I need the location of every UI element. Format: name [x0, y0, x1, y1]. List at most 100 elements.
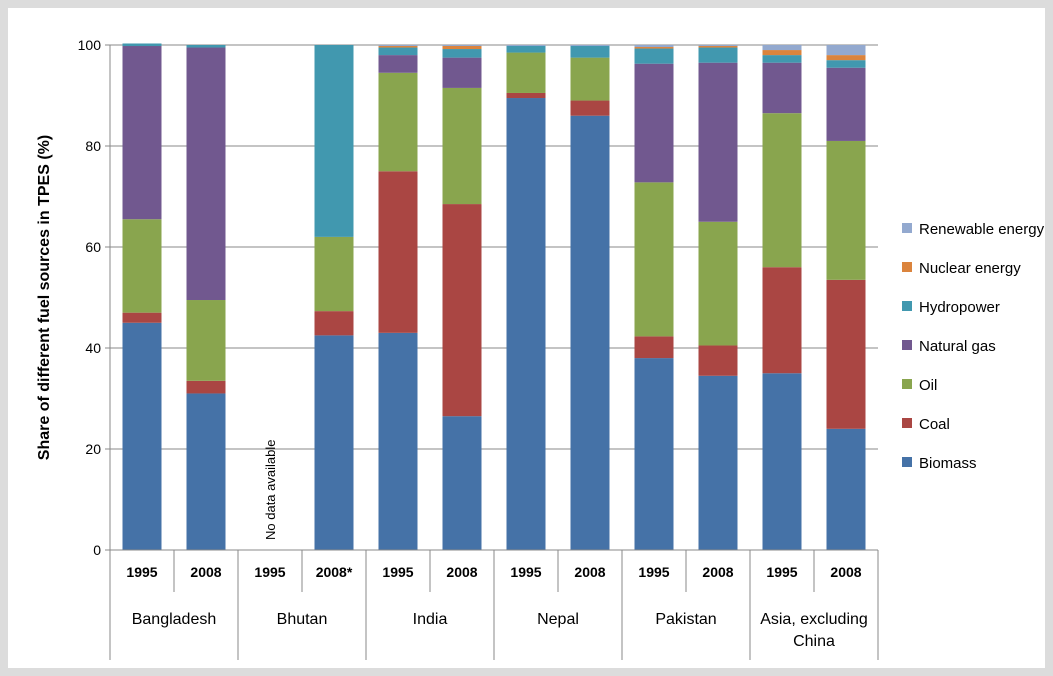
bar-oil-6 — [506, 52, 546, 93]
bar-oil-3 — [314, 236, 354, 312]
bar-natural-gas-11 — [826, 67, 866, 141]
category-label-10: 1995 — [766, 564, 797, 580]
bar-biomass-10 — [762, 373, 802, 550]
group-label-line: China — [793, 633, 835, 650]
group-label-line: Pakistan — [655, 611, 716, 628]
legend-swatch-hydropower — [902, 301, 912, 311]
bar-natural-gas-8 — [634, 63, 674, 183]
bar-oil-5 — [442, 87, 482, 205]
bar-coal-9 — [698, 345, 738, 376]
legend-swatch-nuclear-energy — [902, 262, 912, 272]
legend-label-oil: Oil — [919, 377, 937, 394]
legend-label-coal: Coal — [919, 416, 950, 433]
annotation-no-data: No data available — [263, 440, 278, 540]
bar-hydropower-11 — [826, 60, 866, 68]
group-label-line: India — [413, 611, 448, 628]
bar-nuclear-energy-9 — [698, 46, 738, 48]
bar-biomass-6 — [506, 98, 546, 551]
bar-coal-8 — [634, 336, 674, 359]
category-label-1: 2008 — [190, 564, 221, 580]
bar-biomass-11 — [826, 428, 866, 550]
bar-hydropower-0 — [122, 43, 162, 47]
bar-coal-10 — [762, 267, 802, 374]
bar-oil-8 — [634, 182, 674, 337]
bar-oil-4 — [378, 72, 418, 172]
bar-oil-11 — [826, 140, 866, 280]
bar-renewable-energy-8 — [634, 45, 674, 48]
group-label-line: Bhutan — [277, 611, 328, 628]
bar-biomass-4 — [378, 332, 418, 550]
legend-label-nuclear-energy: Nuclear energy — [919, 260, 1021, 277]
legend-swatch-natural-gas — [902, 340, 912, 350]
y-tick-label-0: 0 — [93, 542, 101, 558]
category-label-2: 1995 — [254, 564, 285, 580]
category-label-11: 2008 — [830, 564, 861, 580]
stacked-bar-chart: 0 20 40 60 80 100 Share of different fuel sour… — [36, 37, 1045, 660]
bar-coal-5 — [442, 204, 482, 417]
bar-biomass-9 — [698, 375, 738, 550]
category-label-6: 1995 — [510, 564, 541, 580]
bar-nuclear-energy-11 — [826, 55, 866, 61]
group-label-5: Asia, excluding China — [760, 611, 868, 650]
bar-hydropower-1 — [186, 45, 226, 48]
group-label-line: Bangladesh — [132, 611, 217, 628]
bar-hydropower-6 — [506, 46, 546, 53]
bar-natural-gas-5 — [442, 57, 482, 88]
bar-biomass-8 — [634, 358, 674, 550]
bar-coal-11 — [826, 279, 866, 429]
category-label-4: 1995 — [382, 564, 413, 580]
bar-biomass-5 — [442, 416, 482, 550]
bar-hydropower-9 — [698, 47, 738, 63]
bar-renewable-energy-5 — [442, 45, 482, 47]
category-label-0: 1995 — [126, 564, 157, 580]
bar-natural-gas-0 — [122, 46, 162, 220]
group-label-1: Bhutan — [277, 611, 328, 628]
bar-coal-1 — [186, 380, 226, 394]
bar-nuclear-energy-4 — [378, 46, 418, 48]
y-tick-label-1: 20 — [85, 441, 101, 457]
group-label-2: India — [413, 611, 448, 628]
bar-oil-9 — [698, 221, 738, 346]
category-label-9: 2008 — [702, 564, 733, 580]
bar-hydropower-3 — [314, 45, 354, 237]
legend-swatch-coal — [902, 418, 912, 428]
group-label-line: Asia, excluding — [760, 611, 868, 628]
bar-natural-gas-10 — [762, 62, 802, 114]
bar-natural-gas-9 — [698, 62, 738, 222]
legend-swatch-renewable-energy — [902, 223, 912, 233]
bar-biomass-1 — [186, 393, 226, 550]
legend-label-natural-gas: Natural gas — [919, 338, 996, 355]
bar-renewable-energy-4 — [378, 45, 418, 47]
group-label-3: Nepal — [537, 611, 579, 628]
bar-nuclear-energy-8 — [634, 47, 674, 49]
y-axis-title: Share of different fuel sources in TPES … — [36, 135, 53, 460]
y-tick-label-2: 40 — [85, 340, 101, 356]
bar-renewable-energy-9 — [698, 45, 738, 47]
category-label-8: 1995 — [638, 564, 669, 580]
bar-renewable-energy-6 — [506, 45, 546, 47]
bar-nuclear-energy-10 — [762, 50, 802, 56]
bar-oil-0 — [122, 219, 162, 313]
group-label-0: Bangladesh — [132, 611, 217, 628]
group-label-4: Pakistan — [655, 611, 716, 628]
bar-hydropower-8 — [634, 48, 674, 64]
bar-biomass-3 — [314, 335, 354, 550]
chart-frame: 0 20 40 60 80 100 Share of different fuel sour… — [8, 8, 1045, 668]
bar-biomass-7 — [570, 115, 610, 550]
category-label-3: 2008* — [316, 564, 353, 580]
bar-coal-4 — [378, 171, 418, 333]
bar-hydropower-4 — [378, 47, 418, 56]
bar-natural-gas-1 — [186, 47, 226, 301]
bar-renewable-energy-10 — [762, 45, 802, 51]
legend-swatch-oil — [902, 379, 912, 389]
bar-oil-7 — [570, 57, 610, 101]
bar-coal-7 — [570, 100, 610, 116]
bar-biomass-0 — [122, 322, 162, 550]
y-tick-label-3: 60 — [85, 239, 101, 255]
y-tick-label-4: 80 — [85, 138, 101, 154]
legend-swatch-biomass — [902, 457, 912, 467]
bar-coal-3 — [314, 311, 354, 336]
bar-coal-0 — [122, 312, 162, 323]
bar-hydropower-5 — [442, 49, 482, 58]
legend-label-renewable-energy: Renewable energy — [919, 221, 1045, 238]
